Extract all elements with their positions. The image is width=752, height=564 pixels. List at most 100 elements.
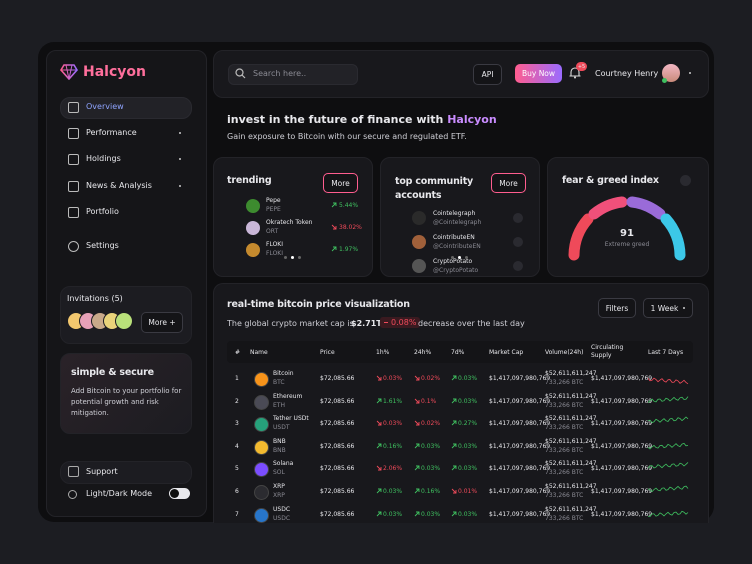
nav-item[interactable]: Portfolio	[86, 207, 119, 216]
trending-symbol: ORT	[266, 228, 279, 235]
trend-arrow	[451, 465, 457, 471]
coin-name[interactable]: XRP	[273, 483, 285, 490]
row-rank: 5	[235, 465, 239, 473]
sparkline	[648, 462, 689, 470]
coin-icon	[254, 417, 269, 433]
column-header[interactable]: Circulating Supply	[591, 344, 624, 359]
column-header[interactable]: Market Cap	[489, 349, 524, 356]
coin-name[interactable]: Bitcoin	[273, 370, 294, 377]
change-h24: 0.03%	[421, 510, 441, 518]
theme-toggle[interactable]	[169, 488, 190, 499]
user-menu[interactable]	[689, 72, 691, 74]
change-h1: 0.03%	[383, 488, 403, 495]
gauge	[568, 196, 686, 261]
supply: $1,417,097,980,769	[591, 488, 653, 495]
volume: $52,611,611,247	[545, 415, 597, 423]
period-button[interactable]: 1 Week	[643, 298, 693, 318]
buy-button[interactable]: Buy Now	[515, 64, 562, 83]
trending-icon	[246, 221, 260, 235]
invitations-button[interactable]: More +	[141, 312, 183, 333]
nav-item[interactable]: Holdings	[86, 154, 121, 163]
volume-btc: 733,266 BTC	[545, 401, 584, 409]
coin-name[interactable]: Tether USDt	[273, 415, 309, 423]
trend-arrow	[376, 375, 382, 381]
carousel-dot[interactable]	[451, 256, 454, 259]
nav-item[interactable]: Overview	[86, 102, 124, 111]
column-header[interactable]: 7d%	[451, 349, 465, 356]
trending-name[interactable]: Pepe	[266, 197, 281, 204]
column-header[interactable]: 1h%	[376, 349, 390, 356]
trend-arrow	[331, 202, 337, 208]
fear-greed-info[interactable]	[680, 175, 691, 186]
sidebar	[46, 50, 207, 517]
community-go[interactable]	[513, 237, 523, 247]
coin-price: $72,085.66	[320, 397, 355, 405]
column-header[interactable]: Price	[320, 349, 335, 356]
search-placeholder[interactable]: Search here..	[253, 69, 307, 78]
column-header[interactable]: Volume(24h)	[545, 349, 584, 356]
column-header: Last 7 Days	[648, 349, 684, 356]
community-go[interactable]	[513, 213, 523, 223]
change-d7: 0.03%	[458, 442, 478, 450]
volume-btc: 733,266 BTC	[545, 514, 584, 522]
community-go[interactable]	[513, 261, 523, 271]
period-label[interactable]: 1 Week	[650, 303, 679, 313]
carousel-dot[interactable]	[465, 256, 468, 259]
volume: $52,611,611,247	[545, 437, 597, 445]
community-name[interactable]: CryptoPotato	[433, 258, 473, 265]
volume-btc: 733,266 BTC	[545, 424, 584, 432]
volume: $52,611,611,247	[545, 505, 597, 513]
nav-item[interactable]: News & Analysis	[86, 181, 152, 190]
coin-name[interactable]: Ethereum	[273, 392, 303, 400]
search-box[interactable]	[228, 64, 358, 85]
filters-button[interactable]: Filters	[598, 298, 636, 318]
support-label[interactable]: Support	[86, 467, 118, 476]
trending-name[interactable]: FLOKI	[266, 241, 284, 248]
change-h1: 0.16%	[383, 442, 403, 450]
trending-name[interactable]: Okratech Token	[266, 219, 313, 226]
change-h24: 0.03%	[421, 442, 441, 450]
community-more[interactable]: More	[491, 173, 526, 193]
coin-icon	[254, 507, 269, 523]
trending-symbol: PEPE	[266, 206, 281, 213]
trend-arrow	[376, 443, 382, 449]
carousel-dot[interactable]	[284, 256, 287, 259]
coin-name[interactable]: USDC	[273, 505, 291, 513]
hero-title-text: invest in the future of finance with	[227, 113, 444, 126]
trend-arrow	[451, 488, 457, 494]
support-icon	[68, 466, 79, 477]
coin-name[interactable]: Solana	[273, 460, 294, 468]
trend-arrow	[451, 420, 457, 426]
hero-subtitle: Gain exposure to Bitcoin with our secure…	[227, 132, 467, 141]
community-name[interactable]: CointributeEN	[433, 234, 475, 241]
support-item[interactable]	[60, 461, 192, 484]
market-cap: $1,417,097,980,769	[489, 442, 551, 450]
sparkline	[648, 485, 689, 493]
nav-item[interactable]: Performance	[86, 128, 137, 137]
market-cap: $1,417,097,980,769	[489, 375, 551, 382]
brand: Halcyon	[83, 64, 146, 80]
trending-more[interactable]: More	[323, 173, 358, 193]
carousel-dot[interactable]	[298, 256, 301, 259]
community-avatar	[412, 259, 426, 273]
change-h24: 0.03%	[421, 465, 441, 473]
row-rank: 4	[235, 442, 239, 450]
trending-change: 38.02%	[339, 224, 362, 231]
price-card	[213, 283, 709, 523]
nav-icon	[68, 154, 79, 165]
column-header[interactable]: 24h%	[414, 349, 432, 356]
nav-item[interactable]: Settings	[86, 241, 119, 250]
change-h24: 0.1%	[421, 397, 437, 405]
user-name[interactable]: Courtney Henry	[595, 69, 659, 78]
carousel-dot[interactable]	[291, 256, 294, 259]
coin-name[interactable]: BNB	[273, 437, 286, 445]
carousel-dot[interactable]	[458, 256, 461, 259]
community-name[interactable]: Cointelegraph	[433, 210, 476, 217]
api-button[interactable]: API	[473, 64, 502, 85]
user-avatar[interactable]	[662, 64, 680, 82]
row-rank: 1	[235, 375, 239, 382]
trend-arrow	[451, 398, 457, 403]
coin-price: $72,085.66	[320, 465, 355, 473]
